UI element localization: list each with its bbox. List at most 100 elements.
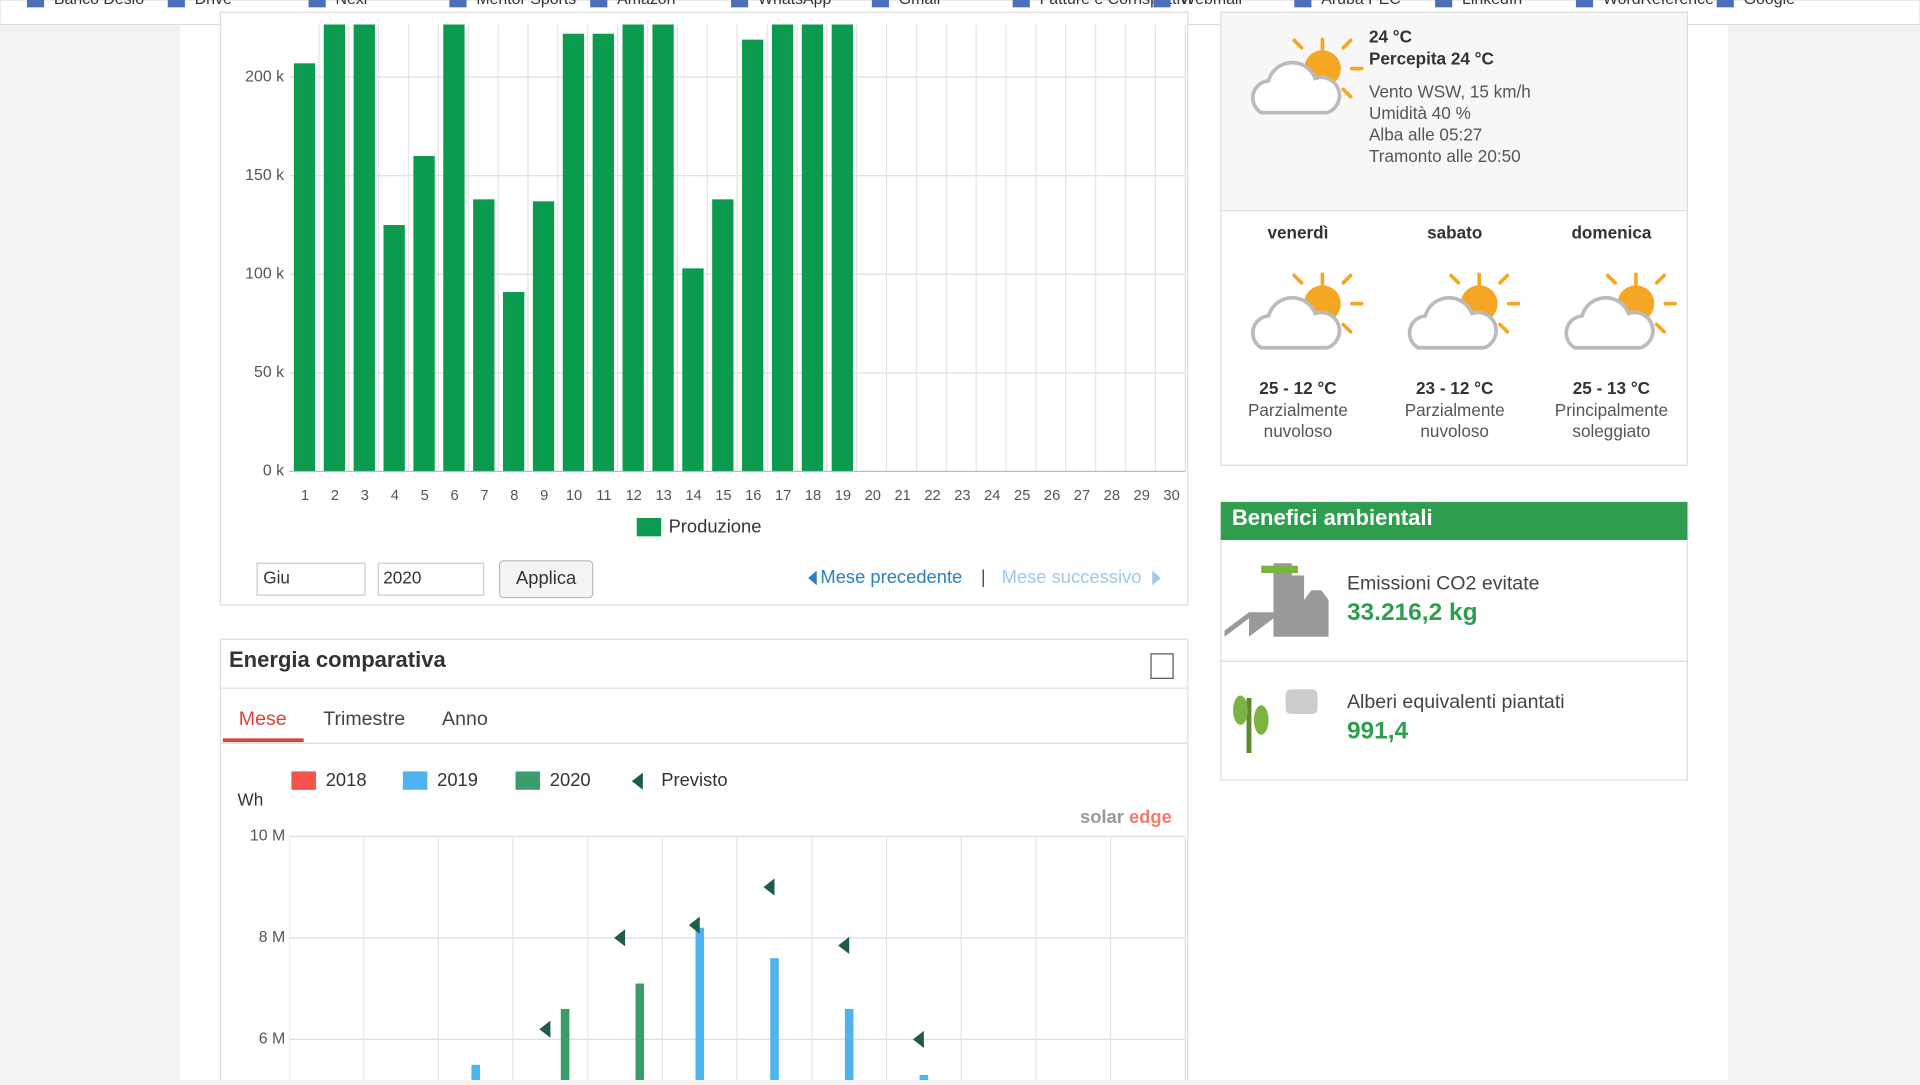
bookmark-icon — [1294, 0, 1312, 8]
bookmark-icon — [731, 0, 749, 8]
bookmark-icon — [449, 0, 467, 8]
bar — [712, 199, 734, 472]
forecast-desc: Principalmente — [1555, 400, 1668, 420]
x-tick-label: 10 — [566, 488, 582, 504]
x-tick-label: 23 — [954, 488, 970, 504]
bar — [592, 33, 614, 472]
benefit-value: 33.216,2 kg — [1347, 599, 1478, 626]
bookmark-icon — [1012, 0, 1030, 8]
bookmark-icon — [1153, 0, 1171, 8]
bar — [383, 224, 405, 472]
y-tick-label: 50 k — [254, 364, 284, 381]
forecast-desc: soleggiato — [1572, 421, 1650, 441]
tab[interactable]: Trimestre — [323, 708, 405, 730]
x-tick-label: 24 — [984, 488, 1000, 504]
x-tick-label: 15 — [715, 488, 731, 504]
forecast-day: venerdì — [1267, 222, 1328, 242]
year-select[interactable] — [377, 562, 485, 596]
year-value[interactable]: 2020 — [383, 568, 421, 588]
bar — [844, 1008, 854, 1080]
legend-label: 2020 — [550, 769, 591, 790]
bar — [473, 199, 495, 472]
month-value[interactable]: Giu — [263, 568, 290, 588]
bookmark-icon — [308, 0, 326, 8]
x-tick-label: 28 — [1104, 488, 1120, 504]
bookmark[interactable]: Gmail — [899, 0, 941, 8]
tab[interactable]: Mese — [239, 708, 287, 730]
x-tick-label: 25 — [1014, 488, 1030, 504]
x-tick-label: 16 — [745, 488, 761, 504]
x-tick-label: 17 — [775, 488, 791, 504]
bookmark[interactable]: Mentor Sports — [476, 0, 576, 8]
bar — [635, 983, 645, 1080]
x-tick-label: 22 — [924, 488, 940, 504]
feels-like: Percepita 24 °C — [1369, 49, 1494, 69]
forecast-marker — [838, 936, 850, 955]
bookmark[interactable]: Google — [1744, 0, 1795, 8]
month-select[interactable] — [256, 562, 366, 596]
forecast-marker — [539, 1020, 551, 1038]
bookmark[interactable]: WordReference — [1603, 0, 1714, 8]
x-tick-label: 30 — [1163, 488, 1179, 504]
bookmark[interactable]: Fatture e Corrispettivi — [1040, 0, 1192, 8]
bookmark[interactable]: Banco Desio — [54, 0, 144, 8]
bookmark[interactable]: Drive — [195, 0, 232, 8]
bar — [652, 24, 674, 472]
bar — [622, 24, 644, 472]
prev-arrow — [808, 570, 817, 586]
tab[interactable]: Anno — [442, 708, 488, 730]
bookmark-icon — [1435, 0, 1453, 8]
weather-detail: Alba alle 05:27 — [1369, 124, 1482, 144]
benefits-title: Benefici ambientali — [1232, 505, 1433, 530]
x-tick-label: 6 — [450, 488, 458, 504]
apply-label[interactable]: Applica — [516, 567, 577, 588]
forecast-temp: 23 - 12 °C — [1416, 378, 1493, 398]
weather-detail: Umidità 40 % — [1369, 103, 1471, 123]
bookmark[interactable]: LinkedIn — [1462, 0, 1522, 8]
y-tick-label: 10 M — [250, 828, 285, 845]
legend-label: 2018 — [326, 769, 367, 790]
tab-active — [222, 738, 304, 743]
panel-title: Energia comparativa — [229, 647, 446, 672]
bookmark[interactable]: Aruba PEC — [1321, 0, 1401, 8]
bookmark[interactable]: WhatsApp — [758, 0, 832, 8]
legend-label: Produzione — [669, 516, 762, 537]
bookmark[interactable]: Webmail — [1180, 0, 1242, 8]
x-tick-label: 4 — [391, 488, 399, 504]
next-arrow — [1152, 570, 1161, 586]
forecast-marker — [614, 929, 626, 947]
forecast-desc: nuvoloso — [1420, 421, 1489, 441]
apply-button[interactable] — [498, 560, 594, 599]
bar — [682, 268, 704, 472]
csv-icon[interactable] — [1150, 653, 1174, 679]
next-link[interactable]: Mese successivo — [1002, 566, 1142, 587]
bar — [471, 1064, 480, 1080]
x-tick-label: 7 — [480, 488, 488, 504]
legend-marker — [631, 772, 643, 790]
x-tick-label: 2 — [331, 488, 339, 504]
logo: edge — [1129, 806, 1172, 827]
legend-swatch — [291, 771, 316, 790]
forecast-day: sabato — [1427, 222, 1482, 242]
bookmark[interactable]: Nexi — [336, 0, 368, 8]
y-tick-label: 100 k — [245, 265, 284, 282]
x-tick-label: 19 — [835, 488, 851, 504]
x-tick-label: 9 — [540, 488, 548, 504]
bar — [323, 24, 346, 472]
legend-swatch — [515, 771, 540, 790]
benefit-label: Alberi equivalenti piantati — [1347, 691, 1565, 713]
weather-detail: Vento WSW, 15 km/h — [1369, 82, 1531, 102]
panel-benefits — [1220, 501, 1688, 781]
x-tick-label: 20 — [865, 488, 881, 504]
bookmark[interactable]: Amazon — [617, 0, 675, 8]
bar — [770, 958, 779, 1080]
x-tick-label: 8 — [510, 488, 518, 504]
bookmark-icon — [26, 0, 45, 8]
bar — [503, 292, 525, 472]
x-tick-label: 12 — [626, 488, 642, 504]
x-tick-label: 27 — [1074, 488, 1090, 504]
prev-link[interactable]: Mese precedente — [820, 566, 962, 587]
bar — [532, 201, 555, 472]
bookmark-icon — [167, 0, 185, 8]
